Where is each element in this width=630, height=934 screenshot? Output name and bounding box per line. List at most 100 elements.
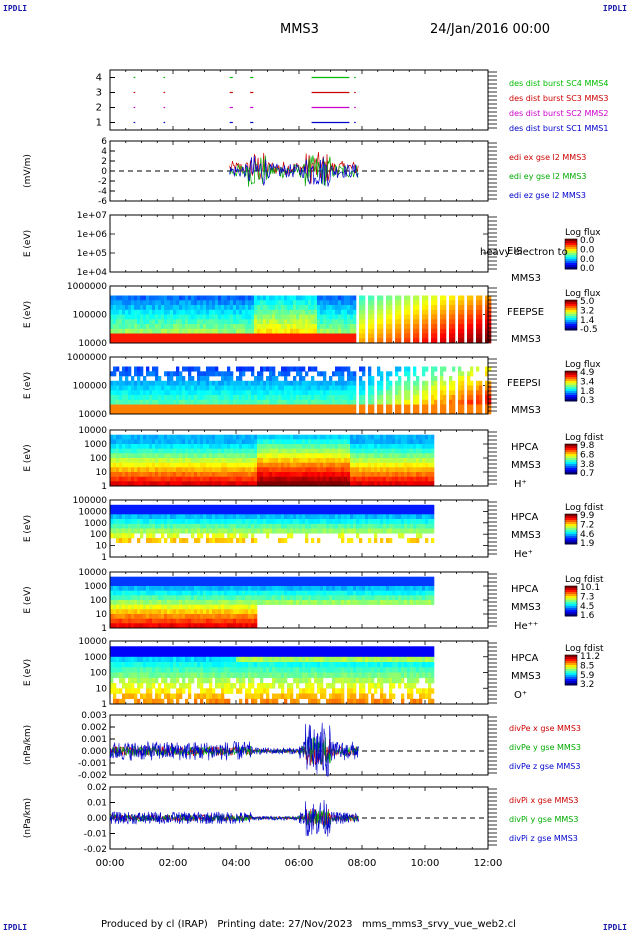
feepse-panel-cell	[233, 300, 237, 306]
feepse-panel-cell	[191, 324, 195, 330]
hpca-h-panel-cell	[317, 476, 321, 482]
feepsi-panel-cell	[212, 371, 216, 377]
feepsi-panel-cell	[416, 385, 420, 391]
hpca-h-panel-cell	[152, 439, 156, 445]
hpca-he-panel-cell	[116, 514, 120, 520]
feepse-panel-cell	[134, 295, 138, 301]
feepse-panel-cell	[329, 324, 333, 330]
feepse-panel-cell	[389, 300, 393, 306]
hpca-hepp-panel-cell	[149, 595, 153, 601]
feepse-panel-cell	[284, 338, 288, 344]
feepsi-panel-cell	[155, 376, 159, 382]
feepsi-panel-cell	[329, 385, 333, 391]
hpca-h-panel-cell	[248, 448, 252, 454]
hpca-hepp-panel-cell	[113, 581, 117, 587]
feepse-panel-cell	[305, 328, 309, 334]
hpca-he-panel-cell	[308, 523, 312, 529]
feepse-panel-cell	[140, 295, 144, 301]
hpca-h-panel-cell	[188, 476, 192, 482]
feepse-panel-cell	[203, 314, 207, 320]
hpca-he-panel-cell	[419, 528, 423, 534]
hpca-he-panel-cell	[266, 528, 270, 534]
hpca-h-panel-cell	[356, 453, 360, 459]
hpca-hepp-panel-cell	[131, 604, 135, 610]
hpca-h-panel-cell	[209, 434, 213, 440]
feepsi-panel-ytick-label: 10000	[78, 410, 107, 420]
hpca-he-panel-cell	[299, 504, 303, 510]
feepse-panel-cell	[173, 333, 177, 339]
feepsi-panel-cell	[191, 395, 195, 401]
feepsi-panel-cell	[227, 371, 231, 377]
hpca-h-panel-cell	[287, 453, 291, 459]
feepsi-panel-cell	[416, 399, 420, 405]
hpca-h-panel-cell	[242, 481, 246, 487]
hpca-he-panel-cell	[137, 514, 141, 520]
hpca-he-panel-cell	[302, 509, 306, 515]
hpca-h-panel-cell	[413, 481, 417, 487]
feepse-panel-cell	[332, 300, 336, 306]
feepsi-panel-cell	[452, 385, 456, 391]
hpca-he-panel-cell	[119, 519, 123, 525]
hpca-h-panel-cell	[422, 462, 426, 468]
feepsi-panel-cell	[395, 404, 399, 410]
hpca-h-panel-cell	[413, 472, 417, 477]
hpca-he-panel-cell	[368, 509, 372, 515]
feepsi-panel-colorbar-cell	[565, 379, 577, 382]
hpca-h-panel-cell	[143, 453, 147, 459]
hpca-h-panel-cell	[395, 444, 399, 449]
feepsi-panel-cell	[158, 399, 162, 405]
hpca-h-panel-cell	[353, 448, 357, 454]
feepsi-panel-cell	[470, 404, 474, 410]
feepsi-panel-cell	[275, 376, 279, 382]
feepse-panel-cell	[263, 319, 267, 325]
hpca-he-panel-cell	[191, 523, 195, 529]
feepse-panel-cell	[317, 319, 321, 325]
hpca-h-panel-cell	[389, 444, 393, 449]
feepsi-panel-cell	[395, 380, 399, 386]
feepsi-panel-cell	[251, 371, 255, 377]
feepsi-panel-cell	[251, 404, 255, 410]
feepsi-panel-cell	[125, 366, 129, 372]
hpca-h-panel-cell	[119, 472, 123, 477]
hpca-h-panel-cell	[320, 453, 324, 459]
feepse-panel-cell	[155, 328, 159, 334]
feepsi-panel-cell	[293, 395, 297, 401]
hpca-h-panel-cell	[191, 481, 195, 487]
hpca-h-panel-species-label: H⁺	[514, 479, 527, 490]
hpca-h-panel-cell	[332, 481, 336, 487]
hpca-h-panel-cell	[284, 462, 288, 468]
feepse-panel-cell	[119, 328, 123, 334]
hpca-h-panel-cell	[236, 434, 240, 440]
hpca-he-panel-cell	[347, 523, 351, 529]
hpca-he-panel-cell	[221, 509, 225, 515]
hpca-he-panel-cell	[146, 528, 150, 534]
hpca-he-panel-cell	[239, 538, 243, 544]
feepse-panel-cell	[479, 328, 483, 334]
hpca-he-panel-cell	[224, 528, 228, 534]
hpca-h-panel-cell	[215, 444, 219, 449]
feepse-panel-cell	[320, 319, 324, 325]
feepse-panel-cell	[467, 309, 471, 315]
feepsi-panel-spectrogram-cells	[110, 366, 492, 415]
hpca-h-panel-cell	[383, 444, 387, 449]
hpca-hepp-panel-cell	[146, 576, 150, 582]
burst-panel-frame	[109, 69, 489, 131]
hpca-h-panel-cell	[239, 462, 243, 468]
hpca-h-panel-cell	[149, 458, 153, 463]
hpca-h-panel-cell	[323, 472, 327, 477]
hpca-h-panel-cell	[326, 458, 330, 463]
feepse-panel-cell	[335, 309, 339, 315]
feepse-panel-cell	[155, 338, 159, 344]
feepse-panel-cell	[317, 309, 321, 315]
feepse-panel-cell	[140, 305, 144, 311]
feepsi-panel-cell	[257, 385, 261, 391]
feepsi-panel-cell	[206, 404, 210, 410]
hpca-hepp-panel-cell	[134, 618, 138, 624]
feepse-panel-cell	[407, 314, 411, 320]
feepse-panel-cell	[200, 309, 204, 315]
hpca-h-panel-cell	[365, 444, 369, 449]
hpca-h-panel-cell	[218, 444, 222, 449]
hpca-h-panel-cell	[344, 444, 348, 449]
feepsi-panel-cell	[233, 395, 237, 401]
hpca-he-panel-cell	[218, 538, 222, 544]
